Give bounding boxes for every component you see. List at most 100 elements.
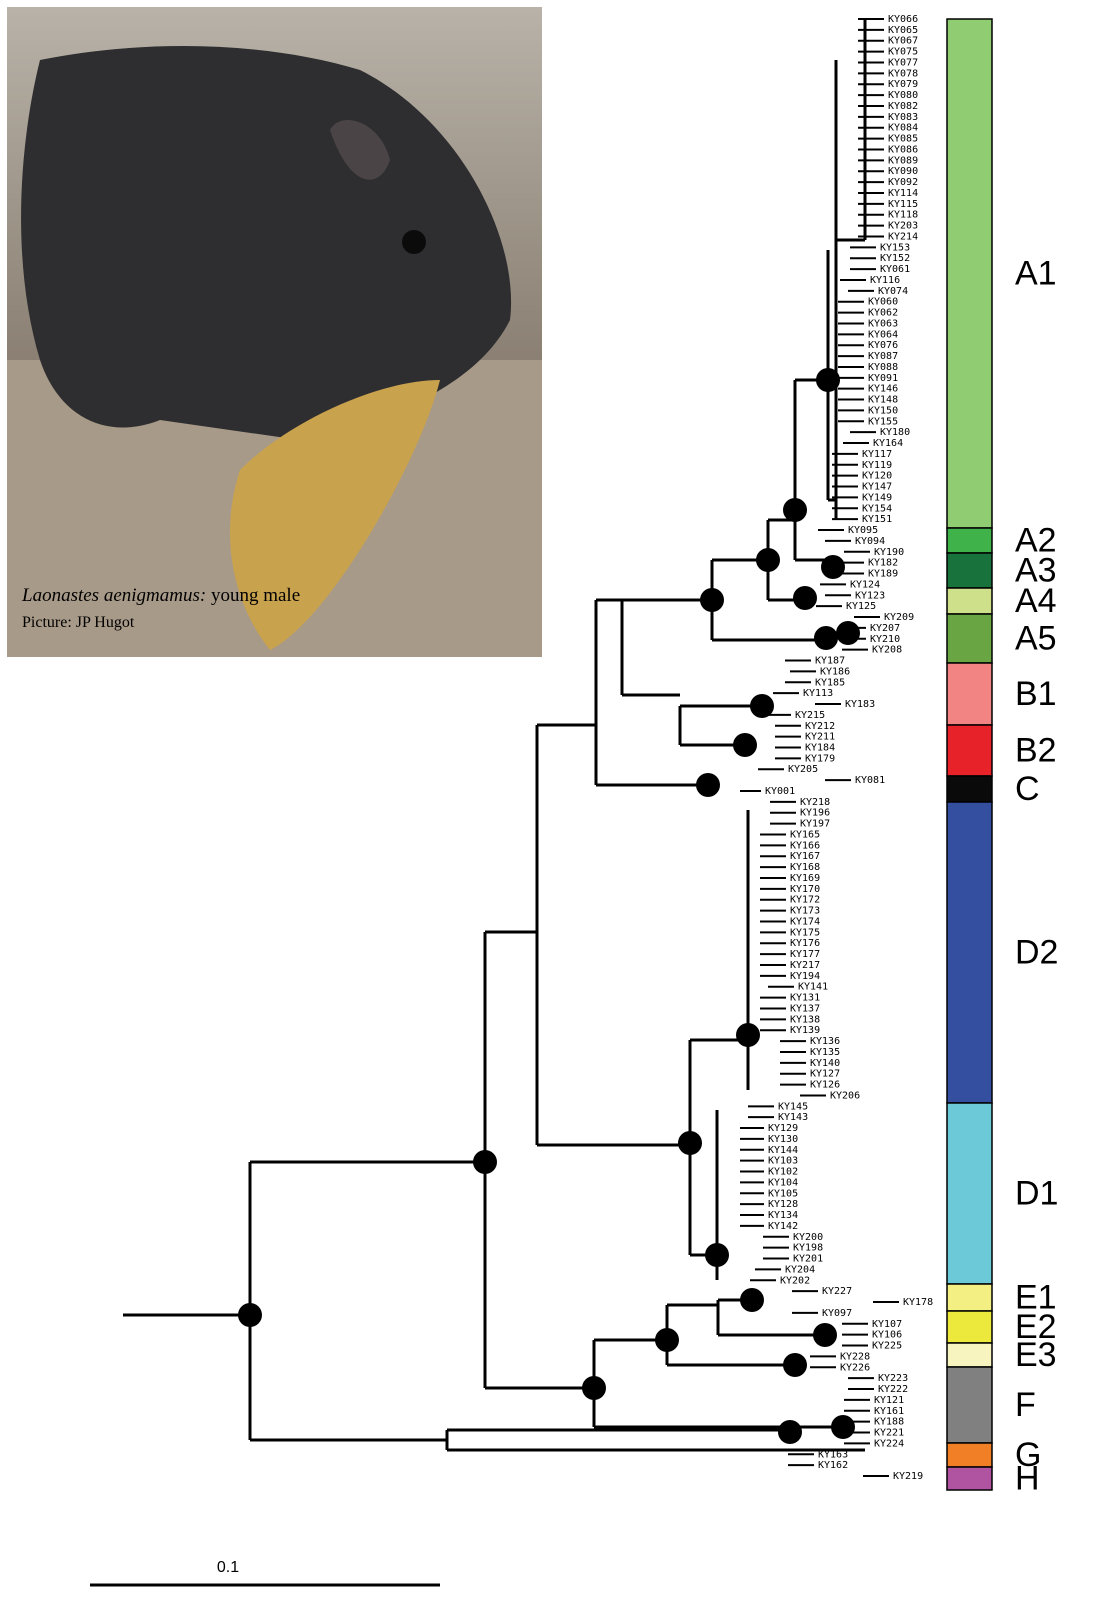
leaf-label: KY183 (845, 699, 875, 710)
scale-bar: 0.1 (90, 1559, 440, 1587)
leaf-label: KY149 (862, 492, 892, 503)
leaf-label: KY185 (815, 677, 845, 688)
leaf-label: KY146 (868, 384, 898, 395)
clade-bar (946, 1310, 993, 1344)
leaf-label: KY210 (870, 634, 900, 645)
leaf-label: KY001 (765, 786, 795, 797)
leaf-label: KY201 (793, 1254, 823, 1265)
leaf-label: KY176 (790, 938, 820, 949)
leaf-label: KY103 (768, 1156, 798, 1167)
leaf-label: KY206 (830, 1090, 860, 1101)
clade-label: G (1015, 1436, 1041, 1474)
leaf-label: KY081 (855, 775, 885, 786)
leaf-label: KY151 (862, 514, 892, 525)
leaf-label: KY125 (846, 601, 876, 612)
leaf-label: KY203 (888, 221, 918, 232)
leaf-label: KY202 (780, 1275, 810, 1286)
leaf-label: KY189 (868, 569, 898, 580)
clade-label: A2 (1015, 521, 1057, 559)
leaf-label: KY218 (800, 797, 830, 808)
leaf-label: KY221 (874, 1428, 904, 1439)
leaf-label: KY061 (880, 264, 910, 275)
leaf-label: KY063 (868, 318, 898, 329)
leaf-label: KY067 (888, 36, 918, 47)
leaf-label: KY180 (880, 427, 910, 438)
leaf-label: KY077 (888, 57, 918, 68)
leaf-label: KY116 (870, 275, 900, 286)
leaf-label: KY080 (888, 90, 918, 101)
photo-credit: Picture: JP Hugot (22, 614, 135, 631)
leaf-label: KY219 (893, 1471, 923, 1482)
leaf-label: KY198 (793, 1243, 823, 1254)
leaf-label: KY143 (778, 1112, 808, 1123)
leaf-label: KY170 (790, 884, 820, 895)
clade-bar (946, 775, 993, 803)
species-name: Laonastes aenigmamus: (21, 585, 206, 606)
leaf-label: KY113 (803, 688, 833, 699)
leaf-label: KY131 (790, 993, 820, 1004)
leaf-label: KY129 (768, 1123, 798, 1134)
clade-bar (946, 18, 993, 529)
clade-label: F (1015, 1386, 1036, 1424)
leaf-label: KY225 (872, 1341, 902, 1352)
leaf-label: KY177 (790, 949, 820, 960)
leaf-label: KY083 (888, 112, 918, 123)
clade-label: B2 (1015, 731, 1057, 769)
leaf-label: KY167 (790, 851, 820, 862)
leaf-label: KY141 (798, 982, 828, 993)
clade-bar (946, 801, 993, 1104)
leaf-label: KY178 (903, 1297, 933, 1308)
leaf-label: KY091 (868, 373, 898, 384)
clade-label: D1 (1015, 1174, 1058, 1212)
leaf-label: KY173 (790, 906, 820, 917)
clade-bar (946, 527, 993, 554)
clade-bar (946, 1366, 993, 1444)
leaf-label: KY223 (878, 1373, 908, 1384)
leaf-label: KY107 (872, 1319, 902, 1330)
clade-bar (946, 613, 993, 664)
leaf-label: KY227 (822, 1286, 852, 1297)
leaf-label: KY134 (768, 1210, 798, 1221)
leaf-label: KY087 (868, 351, 898, 362)
leaf-label: KY145 (778, 1101, 808, 1112)
clade-bar (946, 662, 993, 726)
leaf-label: KY095 (848, 525, 878, 536)
leaf-label: KY150 (868, 405, 898, 416)
leaf-label: KY228 (840, 1351, 870, 1362)
leaf-label: KY065 (888, 25, 918, 36)
clade-label: H (1015, 1459, 1040, 1497)
leaf-label: KY140 (810, 1058, 840, 1069)
leaf-label: KY136 (810, 1036, 840, 1047)
leaf-label: KY128 (768, 1199, 798, 1210)
leaf-label: KY086 (888, 144, 918, 155)
leaf-label: KY106 (872, 1330, 902, 1341)
caption-note: young male (211, 585, 300, 606)
leaf-label: KY217 (790, 960, 820, 971)
leaf-label: KY060 (868, 297, 898, 308)
leaf-label: KY082 (888, 101, 918, 112)
leaf-label: KY155 (868, 416, 898, 427)
leaf-label: KY066 (888, 14, 918, 25)
leaf-label: KY168 (790, 862, 820, 873)
leaf-label: KY124 (850, 579, 880, 590)
leaf-label: KY208 (872, 645, 902, 656)
leaf-label: KY062 (868, 308, 898, 319)
leaf-label: KY197 (800, 819, 830, 830)
leaf-label: KY169 (790, 873, 820, 884)
leaf-label: KY222 (878, 1384, 908, 1395)
leaf-label: KY074 (878, 286, 908, 297)
leaf-label: KY226 (840, 1362, 870, 1373)
clade-bar (946, 552, 993, 589)
leaf-label: KY182 (868, 558, 898, 569)
leaf-label: KY119 (862, 460, 892, 471)
leaf-label: KY205 (788, 764, 818, 775)
leaf-label: KY179 (805, 753, 835, 764)
clade-label: B1 (1015, 675, 1057, 713)
leaf-label: KY154 (862, 503, 892, 514)
leaf-label: KY207 (870, 623, 900, 634)
leaf-label: KY174 (790, 916, 820, 927)
leaf-label: KY105 (768, 1188, 798, 1199)
leaf-label: KY162 (818, 1460, 848, 1471)
leaf-label: KY144 (768, 1145, 798, 1156)
